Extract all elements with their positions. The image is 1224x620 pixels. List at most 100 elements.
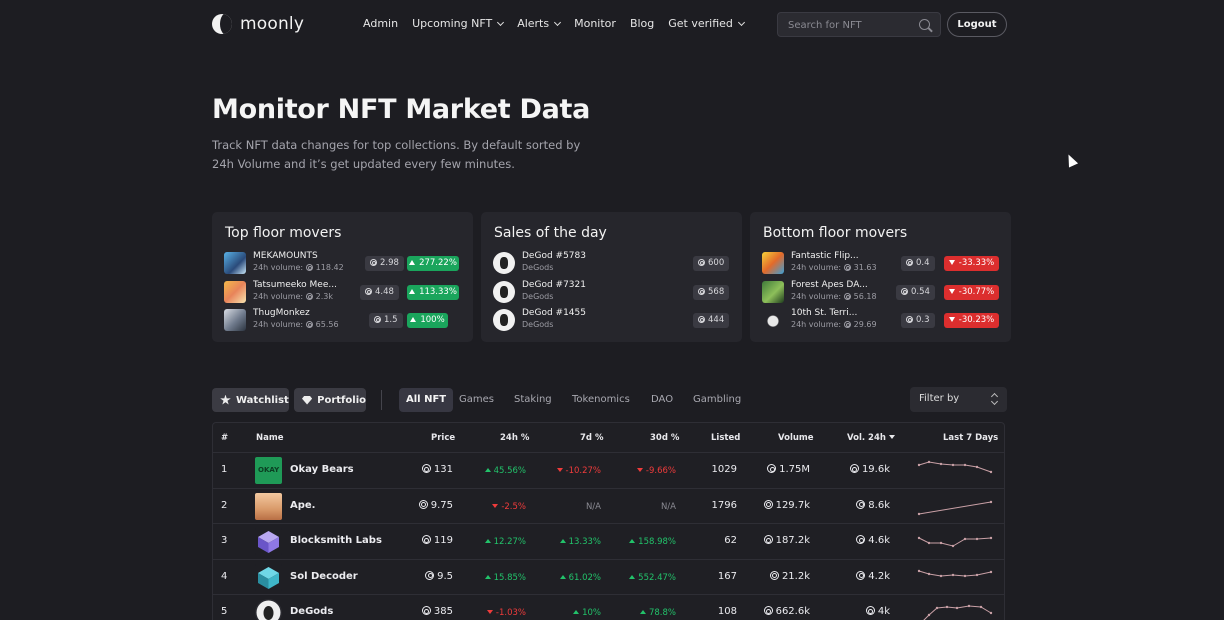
logout-button[interactable]: Logout bbox=[947, 12, 1007, 37]
list-item[interactable]: MEKAMOUNTS 24h volume: 118.42 2.98 277.2… bbox=[224, 251, 462, 275]
brand-name: moonly bbox=[240, 14, 305, 34]
solana-icon bbox=[305, 264, 313, 271]
volume-label: 24h volume: bbox=[791, 292, 842, 301]
table-row[interactable]: 3 Blocksmith Labs 119 12.27% 13.33% 158.98% 62… bbox=[213, 523, 1004, 558]
nav-item-monitor[interactable]: Monitor bbox=[574, 17, 616, 30]
collections-table: # Name Price 24h % 7d % 30d % Listed Vol… bbox=[212, 422, 1005, 620]
column-header-volume[interactable]: Volume bbox=[778, 433, 814, 443]
brand-logo[interactable]: moonly bbox=[212, 14, 304, 34]
arrow-down-icon bbox=[636, 468, 643, 472]
column-header-rank[interactable]: # bbox=[221, 433, 229, 443]
degods-logo-icon bbox=[256, 600, 281, 620]
watchlist-button[interactable]: Watchlist bbox=[212, 388, 289, 412]
column-header-price[interactable]: Price bbox=[431, 433, 456, 443]
percent-change: 45.56% bbox=[484, 466, 526, 476]
search-icon[interactable] bbox=[919, 19, 930, 30]
sparkline-point bbox=[951, 573, 955, 576]
arrow-up-icon bbox=[629, 539, 636, 543]
collection-name[interactable]: DeGods bbox=[290, 606, 334, 617]
collection-name[interactable]: Ape. bbox=[290, 499, 316, 511]
portfolio-button[interactable]: Portfolio bbox=[294, 388, 366, 412]
nav-item-alerts[interactable]: Alerts bbox=[517, 17, 562, 30]
collection-name[interactable]: Sol Decoder bbox=[290, 570, 358, 582]
tab-dao[interactable]: DAO bbox=[651, 394, 674, 405]
sparkline-chart bbox=[917, 500, 993, 515]
list-item[interactable]: Tatsumeeko Mee... 24h volume: 2.3k 4.48 … bbox=[224, 280, 462, 304]
nav-item-blog[interactable]: Blog bbox=[630, 17, 654, 30]
list-item[interactable]: Forest Apes DA... 24h volume: 56.18 0.54… bbox=[762, 280, 1000, 304]
volume-label: 24h volume: bbox=[253, 292, 304, 301]
search-box bbox=[777, 12, 941, 37]
search-input[interactable] bbox=[788, 17, 908, 33]
sort-arrows-icon bbox=[992, 394, 998, 405]
percent-value: N/A bbox=[660, 501, 676, 512]
volume-cell: 1.75M bbox=[767, 464, 810, 475]
arrow-up-icon bbox=[573, 610, 580, 614]
item-name: Fantastic Flip... bbox=[791, 251, 859, 261]
sparkline-point bbox=[939, 574, 943, 577]
nav-item-get-verified[interactable]: Get verified bbox=[668, 17, 745, 30]
sparkline-point bbox=[979, 605, 983, 609]
column-header-24h[interactable]: 24h % bbox=[500, 433, 530, 443]
collection-thumbnail bbox=[762, 281, 784, 303]
sparkline-point bbox=[967, 604, 971, 608]
table-row[interactable]: 5 DeGods 385 -1.03% 10% 78.8% 108 662.6k 4k bbox=[213, 594, 1004, 620]
tab-divider bbox=[381, 390, 382, 410]
sparkline-point bbox=[989, 611, 993, 615]
list-item[interactable]: DeGod #1455 DeGods 444 bbox=[493, 308, 731, 332]
price-value: 119 bbox=[433, 535, 453, 546]
arrow-up-icon bbox=[639, 610, 646, 614]
filter-select[interactable]: Filter by bbox=[910, 387, 1007, 412]
listed-cell: 167 bbox=[717, 570, 737, 582]
top-floor-movers-card: Top floor movers MEKAMOUNTS 24h volume: … bbox=[212, 212, 473, 342]
tab-staking[interactable]: Staking bbox=[514, 394, 552, 405]
sparkline-point bbox=[939, 462, 943, 466]
cube-logo-icon bbox=[258, 531, 279, 553]
tab-games[interactable]: Games bbox=[459, 394, 494, 405]
sparkline-point bbox=[945, 605, 949, 609]
degod-avatar bbox=[493, 252, 515, 274]
sparkline-point bbox=[939, 541, 943, 545]
tab-tokenomics[interactable]: Tokenomics bbox=[572, 394, 630, 405]
collection-name[interactable]: Blocksmith Labs bbox=[290, 535, 382, 546]
tab-all-nft[interactable]: All NFT bbox=[399, 388, 454, 412]
list-item[interactable]: 10th St. Terri... 24h volume: 29.69 0.3 … bbox=[762, 308, 1000, 332]
column-header-7d[interactable]: 7d % bbox=[580, 433, 604, 443]
percent-value: 158.98% bbox=[638, 537, 676, 547]
item-volume: 24h volume: 56.18 bbox=[791, 292, 877, 301]
mouse-cursor-icon bbox=[1063, 152, 1079, 168]
percent-value: -1.03% bbox=[495, 608, 526, 618]
nav-item-admin[interactable]: Admin bbox=[363, 17, 398, 30]
solana-icon bbox=[418, 499, 428, 509]
column-header-vol24h[interactable]: Vol. 24h bbox=[847, 433, 895, 443]
tab-gambling[interactable]: Gambling bbox=[693, 394, 742, 405]
thumb-text: OKAY bbox=[258, 466, 280, 474]
percent-value: 10% bbox=[582, 608, 601, 618]
list-item[interactable]: Fantastic Flip... 24h volume: 31.63 0.4 … bbox=[762, 251, 1000, 275]
solana-icon bbox=[698, 316, 705, 323]
table-row[interactable]: 2 Ape. 9.75 -2.5% N/A N/A 1796 129.7k 8.6k bbox=[213, 487, 1004, 523]
nav-item-upcoming-nft[interactable]: Upcoming NFT bbox=[412, 17, 505, 30]
nav-label: Admin bbox=[363, 17, 399, 30]
column-header-listed[interactable]: Listed bbox=[711, 433, 741, 443]
list-item[interactable]: ThugMonkez 24h volume: 65.56 1.5 100% bbox=[224, 308, 462, 332]
list-item[interactable]: DeGod #7321 DeGods 568 bbox=[493, 280, 731, 304]
column-header-name[interactable]: Name bbox=[256, 433, 284, 443]
item-volume: 24h volume: 29.69 bbox=[791, 320, 877, 329]
table-row[interactable]: 1 OKAY Okay Bears 131 45.56% -10.27% -9.66% 102… bbox=[213, 452, 1004, 487]
column-header-30d[interactable]: 30d % bbox=[650, 433, 680, 443]
change-badge: -30.23% bbox=[944, 313, 999, 328]
table-row[interactable]: 4 Sol Decoder 9.5 15.85% 61.02% 552.47% 167 21.… bbox=[213, 558, 1004, 594]
sparkline-point bbox=[975, 465, 979, 469]
percent-value: 552.47% bbox=[638, 572, 676, 583]
item-name: DeGod #7321 bbox=[522, 280, 586, 290]
arrow-up-icon bbox=[559, 539, 566, 543]
list-item[interactable]: DeGod #5783 DeGods 600 bbox=[493, 251, 731, 275]
item-name: ThugMonkez bbox=[253, 308, 310, 318]
collection-thumbnail bbox=[224, 309, 246, 331]
solana-icon bbox=[901, 288, 908, 295]
percent-change: 78.8% bbox=[639, 608, 676, 618]
collection-name[interactable]: Okay Bears bbox=[290, 464, 354, 475]
volume-value: 29.69 bbox=[853, 320, 877, 329]
percent-change: N/A bbox=[586, 502, 601, 512]
